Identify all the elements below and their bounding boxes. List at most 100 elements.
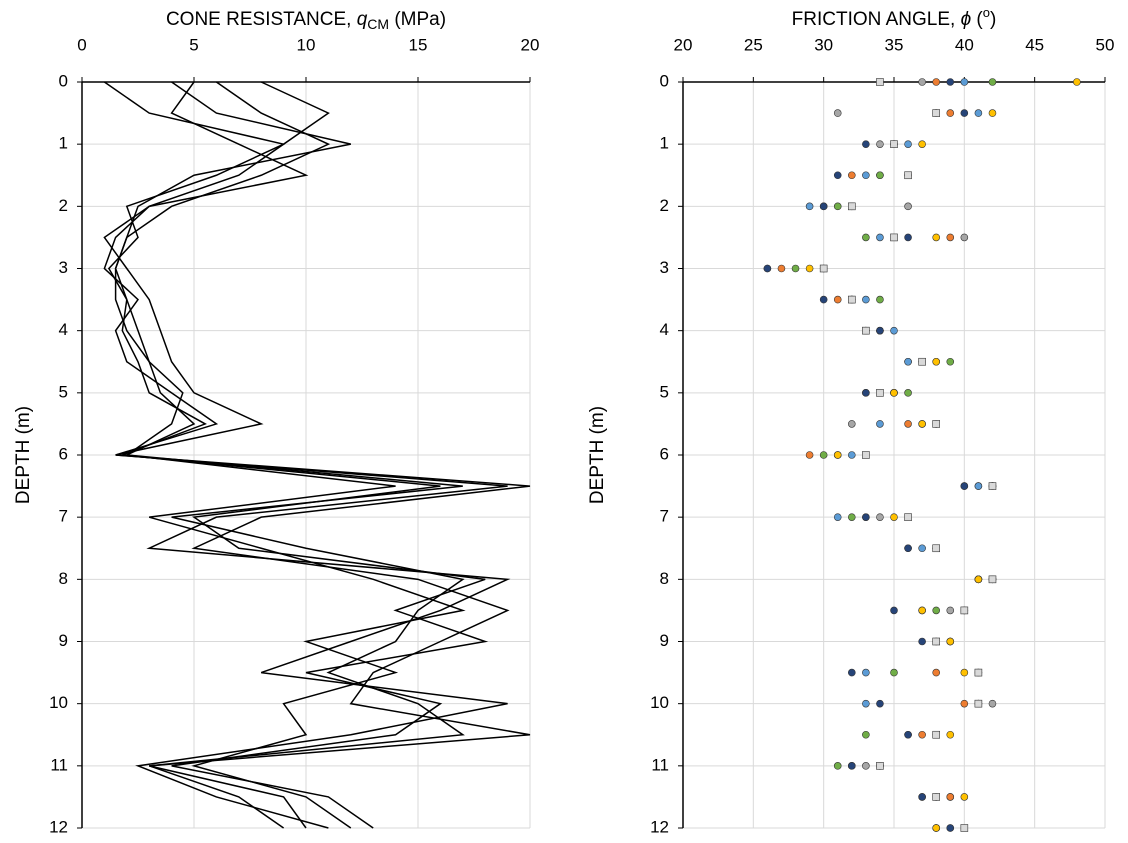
point — [862, 295, 870, 304]
point — [974, 575, 983, 584]
point — [890, 233, 898, 242]
point — [932, 233, 941, 242]
y-tick-label: 3 — [59, 258, 68, 277]
point — [862, 668, 870, 677]
point — [876, 420, 884, 428]
point — [918, 140, 926, 148]
point — [890, 326, 898, 335]
point — [974, 668, 983, 677]
point — [946, 233, 955, 242]
point — [833, 109, 842, 117]
y-tick-label: 1 — [59, 134, 68, 153]
point — [988, 575, 997, 584]
point — [918, 730, 926, 739]
point — [918, 544, 926, 553]
point — [833, 171, 842, 180]
point — [988, 109, 997, 117]
point — [946, 357, 955, 366]
y-tick-label: 0 — [660, 71, 669, 90]
y-tick-label: 12 — [49, 817, 68, 836]
point — [918, 793, 926, 801]
y-tick-label: 5 — [59, 382, 68, 401]
point — [862, 730, 870, 739]
point — [974, 482, 983, 490]
x-tick-label: 35 — [885, 35, 904, 54]
point — [932, 637, 941, 646]
x-tick-label: 30 — [814, 35, 833, 54]
y-tick-label: 9 — [660, 631, 669, 650]
point — [847, 202, 856, 211]
point — [932, 357, 941, 366]
x-axis-title: FRICTION ANGLE, ϕ (o) — [792, 5, 997, 30]
x-tick-label: 45 — [1025, 35, 1044, 54]
x-tick-label: 15 — [409, 35, 428, 54]
point — [833, 202, 842, 211]
point — [918, 606, 926, 615]
title-superscript: o — [983, 5, 990, 20]
point — [890, 140, 898, 148]
point — [904, 171, 912, 180]
point — [932, 544, 941, 553]
point — [904, 389, 912, 397]
point — [876, 326, 884, 335]
y-tick-label: 8 — [59, 569, 68, 588]
point — [833, 451, 842, 459]
point — [819, 451, 828, 459]
point — [988, 482, 997, 490]
point — [932, 78, 941, 86]
point — [974, 109, 983, 117]
point — [946, 824, 955, 832]
point — [960, 78, 969, 86]
point — [876, 513, 884, 521]
y-tick-label: 4 — [660, 320, 669, 339]
point — [932, 730, 941, 739]
point — [862, 513, 870, 521]
point — [904, 202, 912, 211]
point — [819, 264, 828, 273]
title-text: ( — [971, 9, 983, 30]
y-tick-label: 10 — [650, 693, 669, 712]
point — [904, 420, 912, 428]
title-subscript: CM — [367, 16, 389, 32]
point — [862, 233, 870, 242]
x-tick-label: 5 — [189, 35, 198, 54]
point — [988, 78, 997, 86]
point — [904, 140, 912, 148]
point — [847, 295, 856, 304]
point — [847, 668, 856, 677]
point — [876, 171, 884, 180]
point — [932, 824, 941, 832]
point — [876, 140, 884, 148]
series-line — [103, 81, 531, 829]
point — [946, 730, 955, 739]
y-tick-label: 1 — [660, 134, 669, 153]
point — [805, 264, 814, 273]
y-tick-label: 11 — [651, 755, 669, 774]
point — [862, 451, 870, 459]
point — [932, 109, 941, 117]
point — [918, 637, 926, 646]
point — [862, 140, 870, 148]
point — [918, 357, 926, 366]
point — [805, 451, 814, 459]
point — [946, 109, 955, 117]
point — [974, 699, 983, 708]
y-axis-title: DEPTH (m) — [587, 406, 608, 504]
point — [876, 762, 884, 770]
x-tick-label: 25 — [744, 35, 763, 54]
point — [932, 793, 941, 801]
x-axis-title: CONE RESISTANCE, qCM (MPa) — [166, 9, 446, 32]
point — [819, 295, 828, 304]
y-tick-label: 2 — [660, 196, 669, 215]
title-symbol: ϕ — [961, 9, 972, 30]
point — [876, 699, 884, 708]
point — [819, 202, 828, 211]
y-tick-label: 3 — [660, 258, 669, 277]
y-tick-label: 10 — [49, 693, 68, 712]
point — [946, 637, 955, 646]
point — [918, 420, 926, 428]
point — [960, 824, 969, 832]
point — [960, 793, 969, 801]
x-tick-label: 0 — [77, 35, 86, 54]
